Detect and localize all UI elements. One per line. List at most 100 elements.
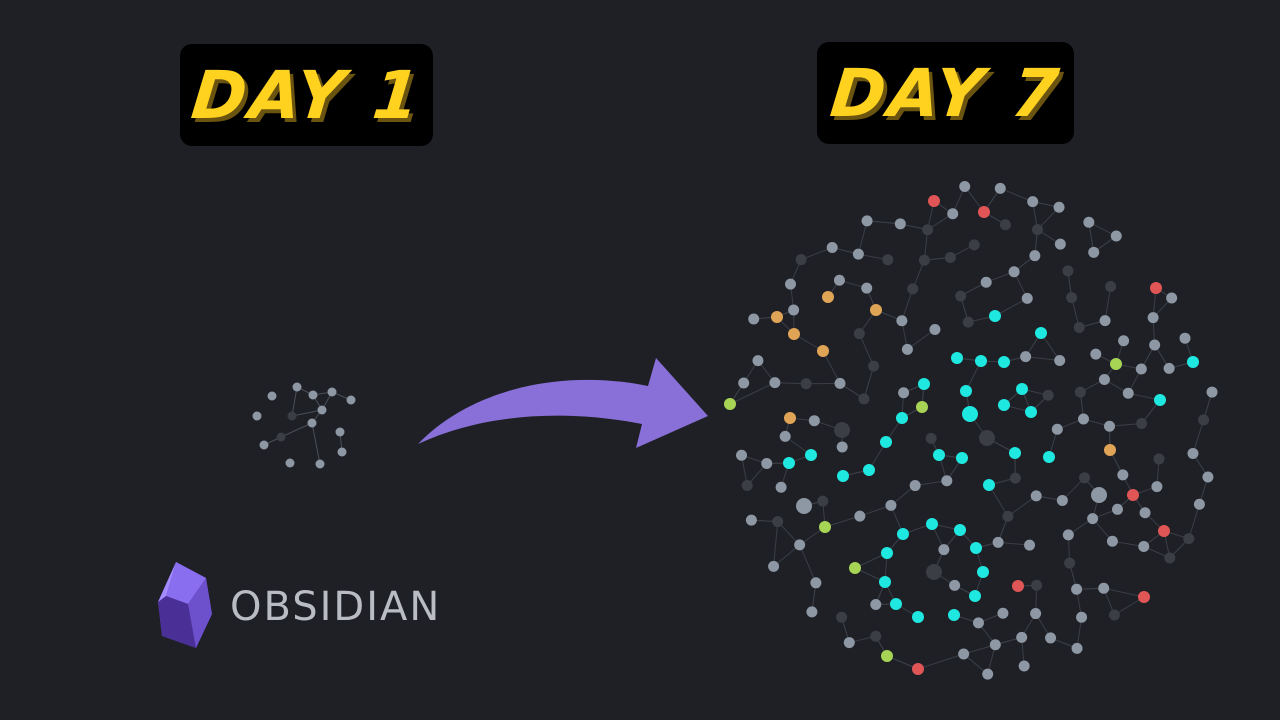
graph-node (822, 291, 834, 303)
graph-node (834, 377, 846, 389)
graph-link (729, 382, 776, 405)
graph-node (795, 254, 807, 266)
graph-node (1027, 196, 1039, 208)
graph-node (1035, 327, 1047, 339)
graph-node (1066, 292, 1078, 304)
graph-node (849, 562, 861, 574)
graph-node (870, 630, 882, 642)
graph-node (817, 345, 829, 357)
graph-node (1008, 266, 1020, 278)
graph-node (975, 355, 987, 367)
graph-node (868, 360, 880, 372)
graph-node (1106, 535, 1118, 547)
graph-node (1031, 224, 1043, 236)
graph-node (916, 401, 928, 413)
graph-node (870, 599, 882, 611)
graph-node (794, 539, 806, 551)
graph-node (252, 411, 262, 421)
graph-node (1198, 414, 1210, 426)
graph-node (1030, 608, 1042, 620)
graph-node (1088, 246, 1100, 258)
graph-node (788, 328, 800, 340)
graph-node (1104, 420, 1116, 432)
graph-node (267, 391, 277, 401)
graph-link (1104, 286, 1112, 321)
graph-node (972, 617, 984, 629)
graph-node (854, 510, 866, 522)
graph-node (1083, 216, 1095, 228)
graph-node (1136, 418, 1148, 430)
graph-node (796, 498, 812, 514)
graph-node (1164, 552, 1176, 564)
obsidian-crystal-icon (158, 562, 214, 652)
graph-node (951, 352, 963, 364)
graph-node (1150, 282, 1162, 294)
graph-node (926, 564, 942, 580)
graph-node (1087, 513, 1099, 525)
graph-node (962, 406, 978, 422)
graph-node (788, 304, 800, 316)
graph-node (992, 536, 1004, 548)
growth-arrow-icon (418, 358, 708, 448)
graph-node (870, 304, 882, 316)
graph-node (1139, 507, 1151, 519)
graph-node (1020, 351, 1032, 363)
graph-node (882, 254, 894, 266)
graph-link (291, 409, 323, 417)
graph-node (1062, 529, 1074, 541)
graph-node (955, 290, 967, 302)
graph-node (1071, 642, 1083, 654)
graph-node (1024, 539, 1036, 551)
graph-node (949, 579, 961, 591)
graph-node (1187, 356, 1199, 368)
graph-link (291, 386, 298, 417)
graph-node (1138, 591, 1150, 603)
graph-node (748, 313, 760, 325)
graph-node (999, 219, 1011, 231)
graph-node (1138, 540, 1150, 552)
obsidian-logo: OBSIDIAN (158, 562, 441, 652)
graph-node (853, 328, 865, 340)
graph-node (909, 480, 921, 492)
graph-node (1025, 406, 1037, 418)
graph-node (1118, 335, 1130, 347)
graph-link (1025, 356, 1060, 362)
graph-node (826, 241, 838, 253)
graph-node (890, 598, 902, 610)
graph-node (1062, 265, 1074, 277)
graph-node (1018, 660, 1030, 672)
graph-link (800, 247, 833, 261)
graph-node (1073, 322, 1085, 334)
graph-node (896, 412, 908, 424)
graph-node (1098, 373, 1110, 385)
day1-graph (252, 382, 356, 469)
graph-node (960, 385, 972, 397)
graph-node (1091, 487, 1107, 503)
graph-node (736, 449, 748, 461)
graph-node (959, 180, 971, 192)
graph-node (819, 521, 831, 533)
graph-node (800, 378, 812, 390)
graph-node (918, 254, 930, 266)
graph-node (898, 387, 910, 399)
graph-node (982, 668, 994, 680)
graph-node (1163, 362, 1175, 374)
graph-node (1009, 447, 1021, 459)
graph-node (1122, 387, 1134, 399)
graph-node (881, 547, 893, 559)
graph-link (824, 515, 860, 528)
graph-node (861, 282, 873, 294)
graph-node (1056, 494, 1068, 506)
graph-node (259, 440, 269, 450)
graph-node (784, 412, 796, 424)
graph-node (1147, 312, 1159, 324)
graph-node (948, 609, 960, 621)
graph-node (918, 378, 930, 390)
graph-node (929, 323, 941, 335)
graph-node (977, 566, 989, 578)
graph-node (1098, 582, 1110, 594)
graph-node (1012, 580, 1024, 592)
graph-link (280, 422, 313, 438)
graph-node (1105, 280, 1117, 292)
